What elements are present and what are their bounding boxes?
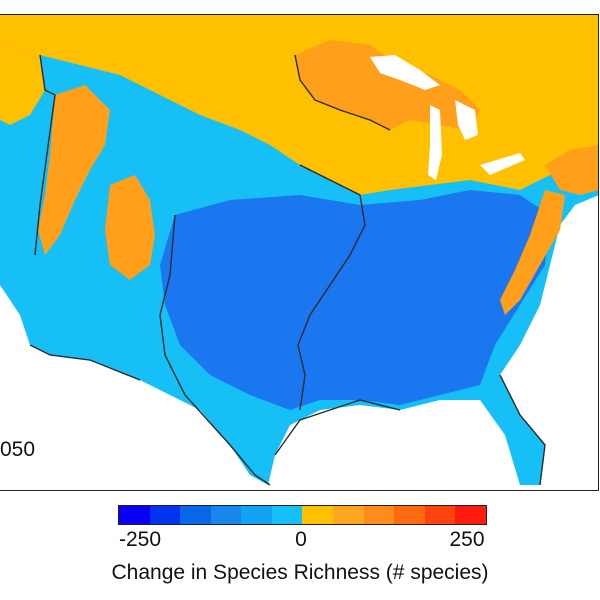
lake-erie (480, 153, 525, 175)
legend-swatch-5 (271, 506, 303, 524)
legend-swatch-8 (363, 506, 395, 524)
lake-huron (455, 100, 478, 140)
color-legend-bar (118, 505, 487, 525)
legend-tick-zero: 0 (295, 528, 307, 551)
legend-swatch-2 (180, 506, 211, 524)
legend-swatch-10 (424, 506, 456, 524)
lake-superior (370, 55, 440, 90)
legend-swatch-3 (210, 506, 242, 524)
legend-swatch-0 (119, 506, 150, 524)
legend-tick-max: 250 (449, 528, 485, 551)
legend-swatch-11 (455, 506, 486, 524)
region-nw-increase (0, 45, 45, 125)
legend-swatch-1 (149, 506, 181, 524)
state-borders (29, 54, 546, 486)
region-northeast-increase (545, 145, 598, 195)
legend-swatch-4 (241, 506, 272, 524)
legend-swatch-6 (302, 506, 334, 524)
region-rockies-increase (38, 85, 110, 255)
region-colorado-increase (105, 175, 155, 280)
legend-title: Change in Species Richness (# species) (111, 561, 489, 584)
legend-tick-min: -250 (118, 528, 162, 551)
year-label: 050 (0, 438, 36, 461)
legend-swatch-7 (333, 506, 364, 524)
us-map-svg (0, 15, 598, 486)
region-north-increase (0, 15, 598, 195)
region-appalachian-increase (500, 190, 565, 315)
region-central-decrease (160, 190, 550, 410)
lake-michigan (428, 105, 442, 180)
legend-swatch-9 (394, 506, 425, 524)
species-richness-map: .c-slight { fill: #16c0f7; } .c-dec { fi… (0, 14, 599, 491)
legend-tick-labels: -250 0 250 (0, 528, 600, 558)
